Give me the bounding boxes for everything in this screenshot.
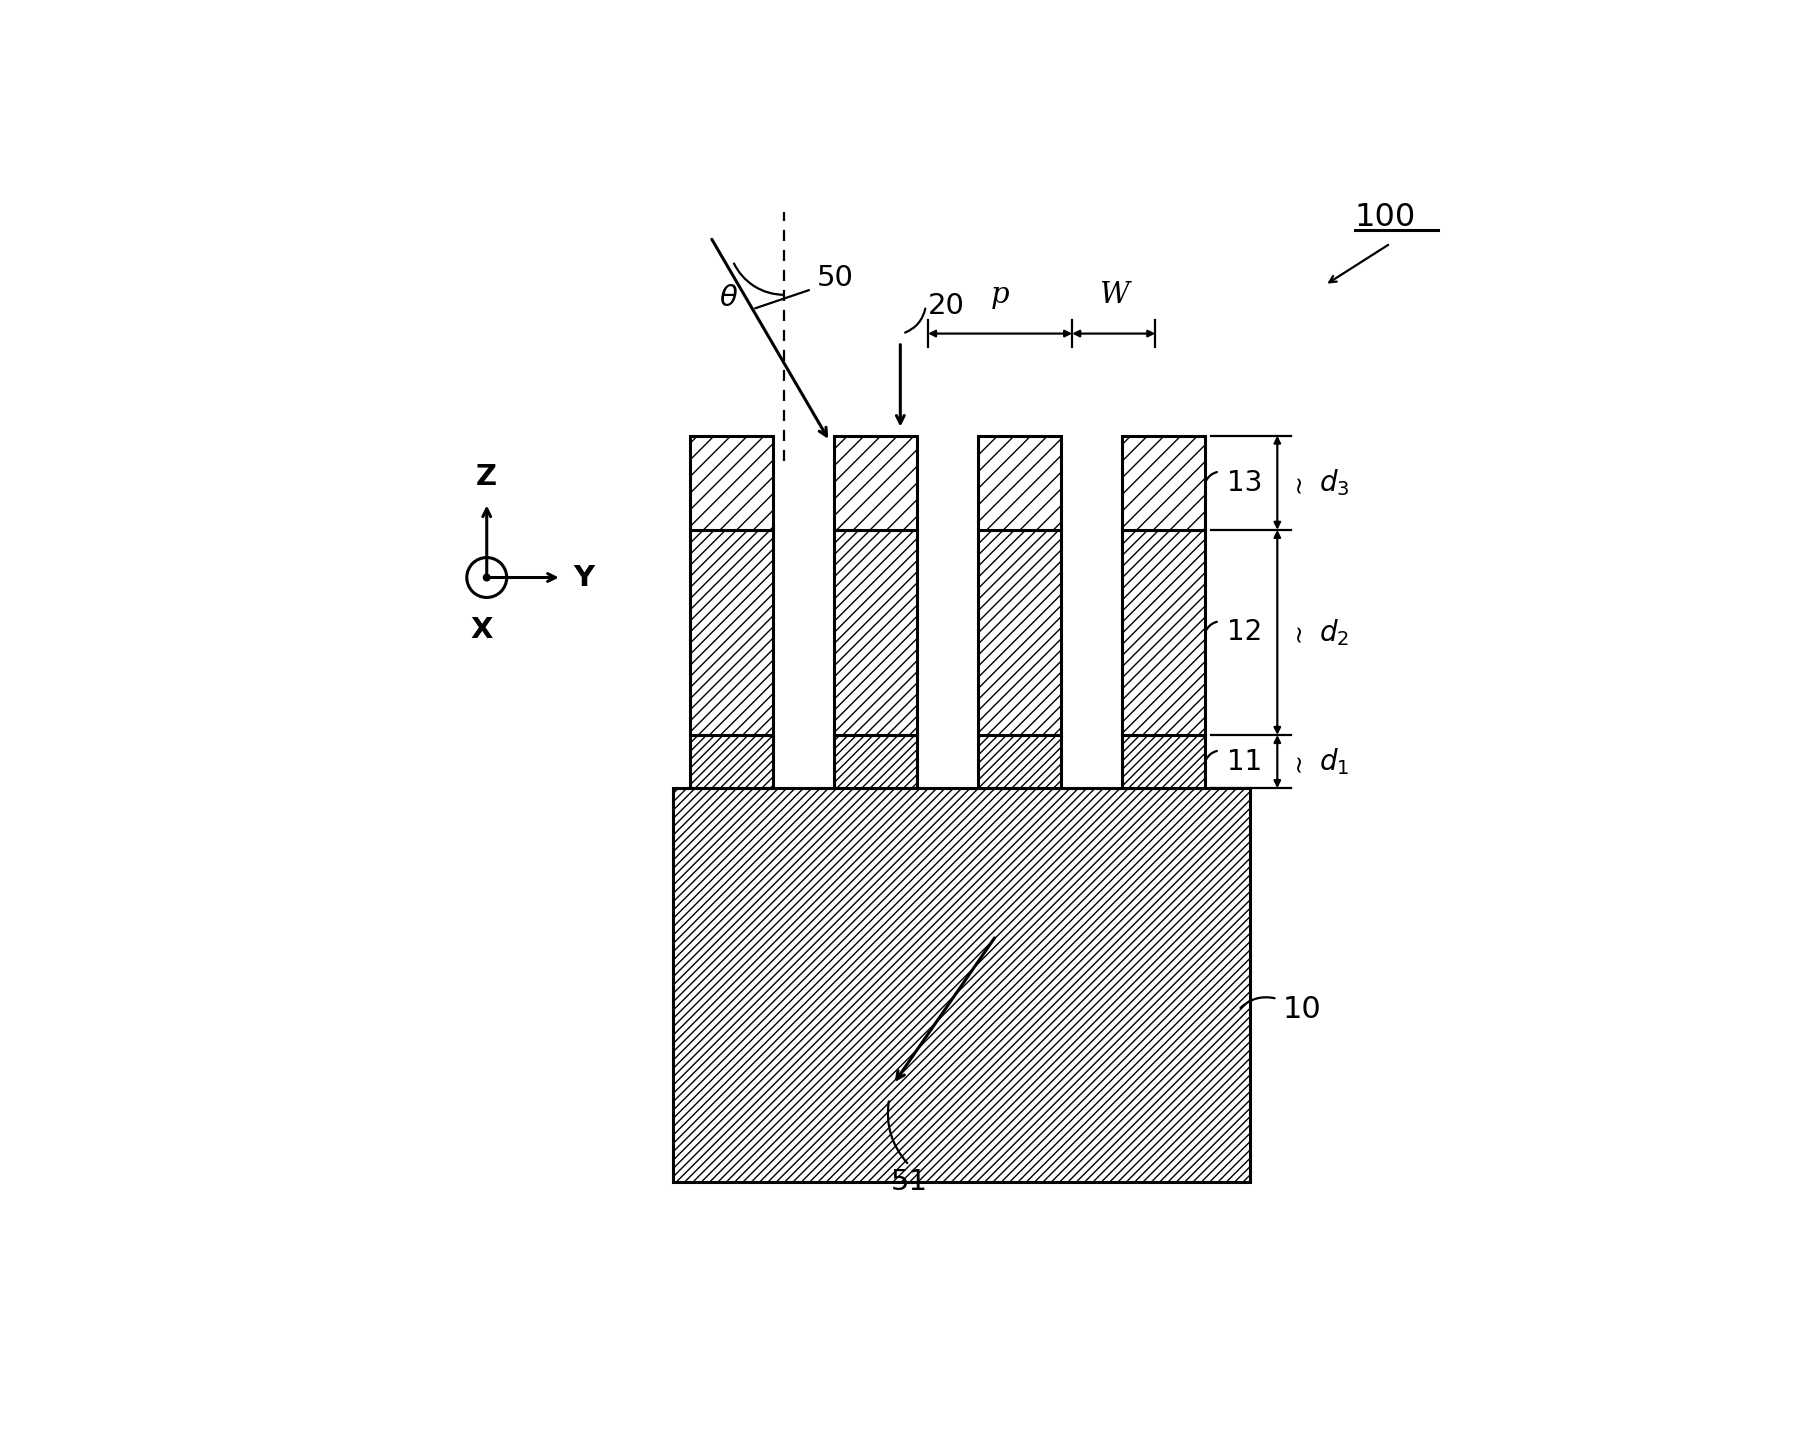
Bar [977, 435, 1060, 530]
Bar [833, 734, 916, 788]
Text: 50: 50 [817, 264, 853, 292]
Bar [833, 530, 916, 734]
Bar [977, 734, 1060, 788]
Bar [833, 435, 916, 530]
Text: 13: 13 [1228, 468, 1264, 497]
Text: 12: 12 [1228, 618, 1262, 647]
Bar [689, 530, 772, 734]
Text: ~: ~ [1287, 472, 1310, 492]
Bar [1121, 435, 1206, 530]
Text: $d_3$: $d_3$ [1319, 468, 1350, 498]
Text: $d_1$: $d_1$ [1319, 746, 1350, 778]
Text: Z: Z [477, 464, 497, 491]
Text: p: p [990, 281, 1010, 310]
Text: ~: ~ [1287, 622, 1310, 642]
Text: $\theta$: $\theta$ [718, 284, 738, 312]
Text: Y: Y [572, 563, 594, 592]
Text: ~: ~ [1287, 752, 1310, 772]
Bar [1121, 734, 1206, 788]
Text: 100: 100 [1355, 202, 1417, 233]
Text: 20: 20 [929, 292, 965, 320]
Bar [689, 435, 772, 530]
Bar [673, 788, 1249, 1182]
Text: 11: 11 [1228, 747, 1262, 776]
Text: W: W [1098, 281, 1129, 310]
Text: $d_2$: $d_2$ [1319, 616, 1350, 648]
Text: 51: 51 [891, 1168, 927, 1195]
Bar [689, 734, 772, 788]
Bar [1121, 530, 1206, 734]
Text: X: X [470, 616, 493, 644]
Bar [977, 530, 1060, 734]
Text: 10: 10 [1283, 995, 1321, 1024]
Circle shape [484, 575, 490, 580]
